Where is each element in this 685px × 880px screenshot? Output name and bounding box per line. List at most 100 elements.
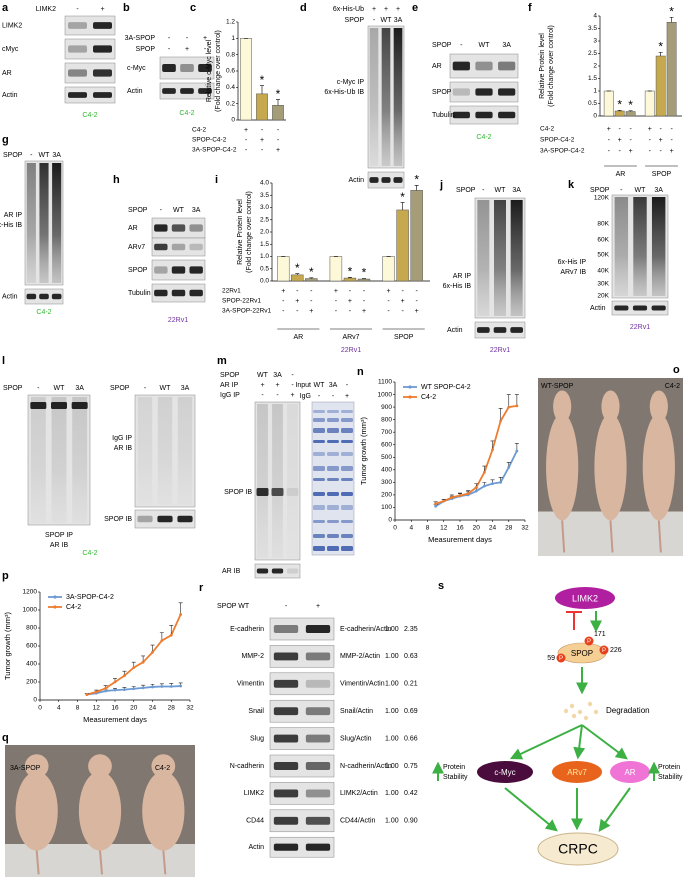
band xyxy=(171,224,186,232)
lane-label: + xyxy=(372,6,376,13)
mouse-tail xyxy=(35,850,40,875)
design-sign: - xyxy=(660,126,663,133)
x-tick-label: 28 xyxy=(505,525,513,532)
band xyxy=(341,418,353,422)
legend-marker xyxy=(408,395,412,399)
band xyxy=(327,478,339,481)
y-tick-label: 0 xyxy=(231,117,235,124)
band xyxy=(305,652,331,661)
data-point xyxy=(104,689,108,693)
data-point xyxy=(160,639,164,642)
design-sign: + xyxy=(244,127,248,134)
data-point xyxy=(491,448,494,452)
y-tick-label: 400 xyxy=(26,661,37,668)
blot xyxy=(269,699,335,723)
band xyxy=(273,843,299,851)
lane-label: 3A xyxy=(394,17,403,24)
x-tick-label: 24 xyxy=(489,525,497,532)
cell-line: C4-2 xyxy=(179,110,194,117)
cell-line: C4-2 xyxy=(82,550,97,557)
node-label: AR xyxy=(624,768,635,777)
y-tick-label: 2.5 xyxy=(260,216,269,223)
error-bar xyxy=(414,185,419,191)
y-tick-label: 0.5 xyxy=(260,265,269,272)
band xyxy=(273,625,299,633)
panel-label: p xyxy=(2,570,9,582)
mw-marker: 60K xyxy=(597,237,609,244)
band xyxy=(189,289,203,297)
x-tick-label: 20 xyxy=(473,525,481,532)
series-line xyxy=(86,614,182,696)
band xyxy=(93,69,112,77)
row-label: CD44 xyxy=(246,818,264,825)
row-label: SPOP xyxy=(432,89,452,96)
band xyxy=(341,520,353,523)
band xyxy=(341,428,353,433)
series-line xyxy=(435,450,518,507)
row-label: 3A-SPOP-22Rv1 xyxy=(222,308,272,315)
data-point xyxy=(491,482,494,486)
data-point xyxy=(113,680,117,684)
data-point xyxy=(499,480,503,484)
treatment-label: SPOP xyxy=(128,207,148,214)
lane-label: - xyxy=(160,207,163,214)
error-bar xyxy=(628,110,633,112)
phospho-label: P xyxy=(587,639,591,645)
arrow xyxy=(509,724,583,760)
row-label: AR xyxy=(432,63,442,70)
band xyxy=(327,452,339,456)
band xyxy=(475,111,493,119)
lane-label: - xyxy=(482,187,485,194)
significance: * xyxy=(348,264,353,278)
band xyxy=(39,293,49,300)
target-node xyxy=(610,761,650,783)
design-sign: - xyxy=(296,288,299,295)
band xyxy=(171,289,186,297)
treatment-label: SPOP xyxy=(136,46,156,53)
y-tick-label: 0 xyxy=(593,113,597,120)
lane-label: - xyxy=(186,35,189,42)
band xyxy=(137,515,153,523)
band xyxy=(286,488,299,496)
design-sign: - xyxy=(261,127,264,134)
row-label: SPOP-C4-2 xyxy=(192,137,227,144)
data-point xyxy=(450,496,454,499)
group-label: SPOP xyxy=(394,334,414,341)
y-tick-label: 1 xyxy=(593,88,597,95)
row-label: E-cadherin xyxy=(230,626,264,633)
significance: * xyxy=(362,266,367,280)
band xyxy=(273,762,299,770)
x-tick-label: 16 xyxy=(456,525,464,532)
design-sign: - xyxy=(282,298,285,305)
ratio-value: 1.00 xyxy=(385,681,399,688)
smear xyxy=(30,397,46,523)
band xyxy=(327,546,339,551)
band xyxy=(341,466,353,471)
significance: * xyxy=(400,190,405,204)
band xyxy=(305,789,331,798)
x-tick-label: 4 xyxy=(57,705,61,712)
band xyxy=(313,440,325,443)
ratio-label: E-cadherin/Actin xyxy=(340,626,391,633)
row-label: 3A-SPOP-C4-2 xyxy=(192,147,237,154)
blot xyxy=(269,836,335,858)
band xyxy=(71,402,88,409)
x-tick-label: 28 xyxy=(168,705,176,712)
mouse-head xyxy=(24,754,49,778)
design-sign: + xyxy=(387,288,391,295)
row-label: Actin xyxy=(248,844,264,851)
band xyxy=(341,546,353,551)
phospho-site xyxy=(599,645,609,655)
stability-label: Protein xyxy=(658,764,680,771)
lane-label: - xyxy=(144,385,147,392)
lane-label: + xyxy=(203,35,207,42)
row-label: Actin xyxy=(590,305,606,312)
y-tick-label: 1000 xyxy=(378,391,393,398)
treatment-label: AR IP xyxy=(220,382,239,389)
band xyxy=(154,289,168,297)
band xyxy=(341,534,353,538)
arrow xyxy=(598,787,631,832)
row-label: Actin xyxy=(348,177,364,184)
blot xyxy=(159,56,215,80)
lane-label: 3A xyxy=(273,372,282,379)
